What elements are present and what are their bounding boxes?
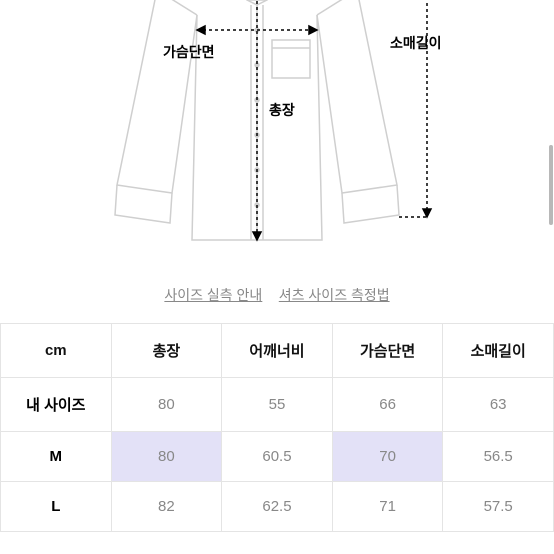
cell: 66	[332, 378, 443, 432]
row-label: M	[1, 432, 112, 482]
cell: 60.5	[222, 432, 333, 482]
table-header-row: cm 총장 어깨너비 가슴단면 소매길이	[1, 324, 554, 378]
row-label: 내 사이즈	[1, 378, 112, 432]
col-cm: cm	[1, 324, 112, 378]
table-row: M8060.57056.5	[1, 432, 554, 482]
size-table: cm 총장 어깨너비 가슴단면 소매길이 내 사이즈80556663M8060.…	[0, 323, 554, 532]
cell: 82	[111, 482, 222, 532]
cell: 71	[332, 482, 443, 532]
cell: 62.5	[222, 482, 333, 532]
cell: 57.5	[443, 482, 554, 532]
table-row: L8262.57157.5	[1, 482, 554, 532]
table-row: 내 사이즈80556663	[1, 378, 554, 432]
size-links: 사이즈 실측 안내 셔츠 사이즈 측정법	[0, 265, 554, 323]
size-guide-link[interactable]: 사이즈 실측 안내	[164, 287, 262, 303]
cell: 63	[443, 378, 554, 432]
col-sleeve: 소매길이	[443, 324, 554, 378]
col-length: 총장	[111, 324, 222, 378]
label-length: 총장	[269, 100, 295, 120]
col-chest: 가슴단면	[332, 324, 443, 378]
row-label: L	[1, 482, 112, 532]
cell: 80	[111, 378, 222, 432]
scrollbar[interactable]	[549, 145, 553, 225]
cell: 55	[222, 378, 333, 432]
cell: 56.5	[443, 432, 554, 482]
shirt-diagram: 가슴단면 소매길이 총장	[0, 0, 554, 265]
col-shoulder: 어깨너비	[222, 324, 333, 378]
cell: 70	[332, 432, 443, 482]
label-chest: 가슴단면	[163, 42, 215, 62]
measure-method-link[interactable]: 셔츠 사이즈 측정법	[279, 287, 390, 303]
cell: 80	[111, 432, 222, 482]
label-sleeve: 소매길이	[390, 33, 442, 53]
